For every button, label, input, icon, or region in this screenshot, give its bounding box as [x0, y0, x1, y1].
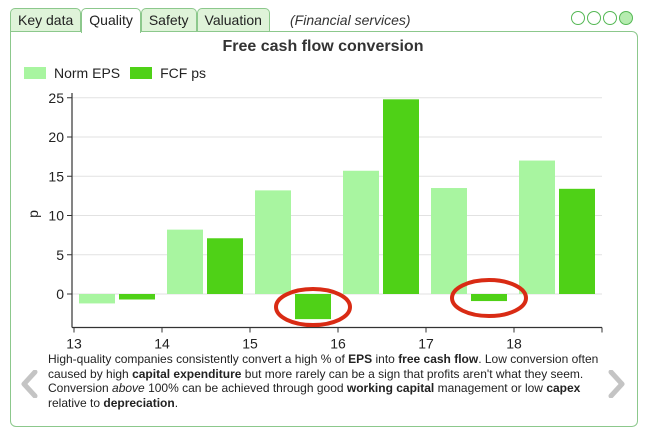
tab-valuation[interactable]: Valuation: [196, 8, 270, 32]
legend-item-norm-eps: Norm EPS: [24, 65, 120, 81]
page-dot-3[interactable]: [603, 11, 617, 25]
tab-safety[interactable]: Safety: [140, 8, 197, 32]
x-tick-label: 13: [66, 335, 82, 351]
bar-fcf-ps-16: [383, 99, 419, 294]
caption-italic-above: above: [112, 381, 145, 395]
bar-norm-eps-13: [79, 294, 115, 304]
y-tick-label: 5: [56, 247, 64, 263]
highlight-circle-2: [450, 278, 528, 319]
caption-part: High-quality companies consistently conv…: [48, 352, 349, 366]
caption-part: management or low: [434, 381, 547, 395]
x-tick-label: 16: [330, 335, 346, 351]
legend-item-fcf-ps: FCF ps: [130, 65, 206, 81]
tab-key-data[interactable]: Key data: [10, 8, 82, 32]
chevron-left-icon[interactable]: [20, 370, 38, 398]
tab-quality[interactable]: Quality: [81, 8, 141, 33]
caption-text: High-quality companies consistently conv…: [48, 352, 608, 410]
x-tick-label: 14: [154, 335, 170, 351]
caption-bold-eps: EPS: [348, 352, 373, 366]
legend-swatch-fcf-ps: [130, 67, 153, 79]
legend-label-norm-eps: Norm EPS: [54, 65, 121, 81]
y-tick-label: 20: [48, 129, 64, 145]
page-dot-1[interactable]: [571, 11, 585, 25]
caption-bold-capex: capital expenditure: [132, 366, 242, 381]
caption-part: 100% can be achieved through good: [144, 381, 347, 395]
caption-bold-fcf: free cash flow: [398, 352, 479, 366]
caption-part: into: [372, 352, 399, 366]
bar-norm-eps-18: [519, 160, 555, 294]
bar-fcf-ps-17: [471, 294, 507, 302]
legend-swatch-norm-eps: [24, 67, 46, 79]
caption-part: . Low conversion often caused by high: [48, 352, 599, 381]
caption-bold-low-capex: capex: [546, 381, 581, 395]
bar-norm-eps-15: [255, 190, 291, 294]
page-dot-2[interactable]: [587, 11, 601, 25]
y-tick-label: 25: [48, 90, 64, 106]
caption-bold-depreciation: depreciation: [103, 395, 175, 410]
y-tick-label: 15: [48, 168, 64, 184]
caption-bold-working-capital: working capital: [346, 381, 435, 395]
page-indicator: [571, 11, 633, 25]
bar-norm-eps-14: [167, 229, 203, 294]
bar-norm-eps-16: [343, 170, 379, 294]
y-tick-label: 10: [48, 208, 64, 224]
legend-label-fcf-ps: FCF ps: [160, 65, 207, 81]
caption-part: .: [174, 395, 179, 410]
chevron-right-icon[interactable]: [608, 370, 626, 398]
caption-part: relative to: [48, 395, 104, 410]
tab-bar: Key data Quality Safety Valuation: [10, 8, 270, 33]
x-tick-label: 15: [242, 335, 258, 351]
y-tick-label: 0: [56, 286, 64, 302]
axes: 25 20 15 10 5 0 13 14 15 16 17 18: [48, 90, 603, 351]
highlight-circle-1: [274, 287, 352, 328]
chart-legend: Norm EPS FCF ps: [24, 65, 216, 81]
x-tick-label: 18: [506, 335, 522, 351]
bar-norm-eps-17: [431, 188, 467, 294]
bar-fcf-ps-13: [119, 294, 155, 300]
sector-subtitle: (Financial services): [290, 12, 411, 28]
caption-part: but more rarely can be a sign that profi…: [48, 366, 584, 396]
x-tick-label: 17: [418, 335, 434, 351]
annotations: [274, 278, 528, 328]
y-axis-label: p: [25, 210, 41, 218]
bar-fcf-ps-14: [207, 238, 243, 294]
bar-fcf-ps-15: [295, 294, 331, 320]
bar-fcf-ps-18: [559, 188, 595, 294]
page-dot-4-current[interactable]: [619, 11, 633, 25]
bars: [79, 99, 595, 320]
chart-title: Free cash flow conversion: [222, 38, 424, 55]
